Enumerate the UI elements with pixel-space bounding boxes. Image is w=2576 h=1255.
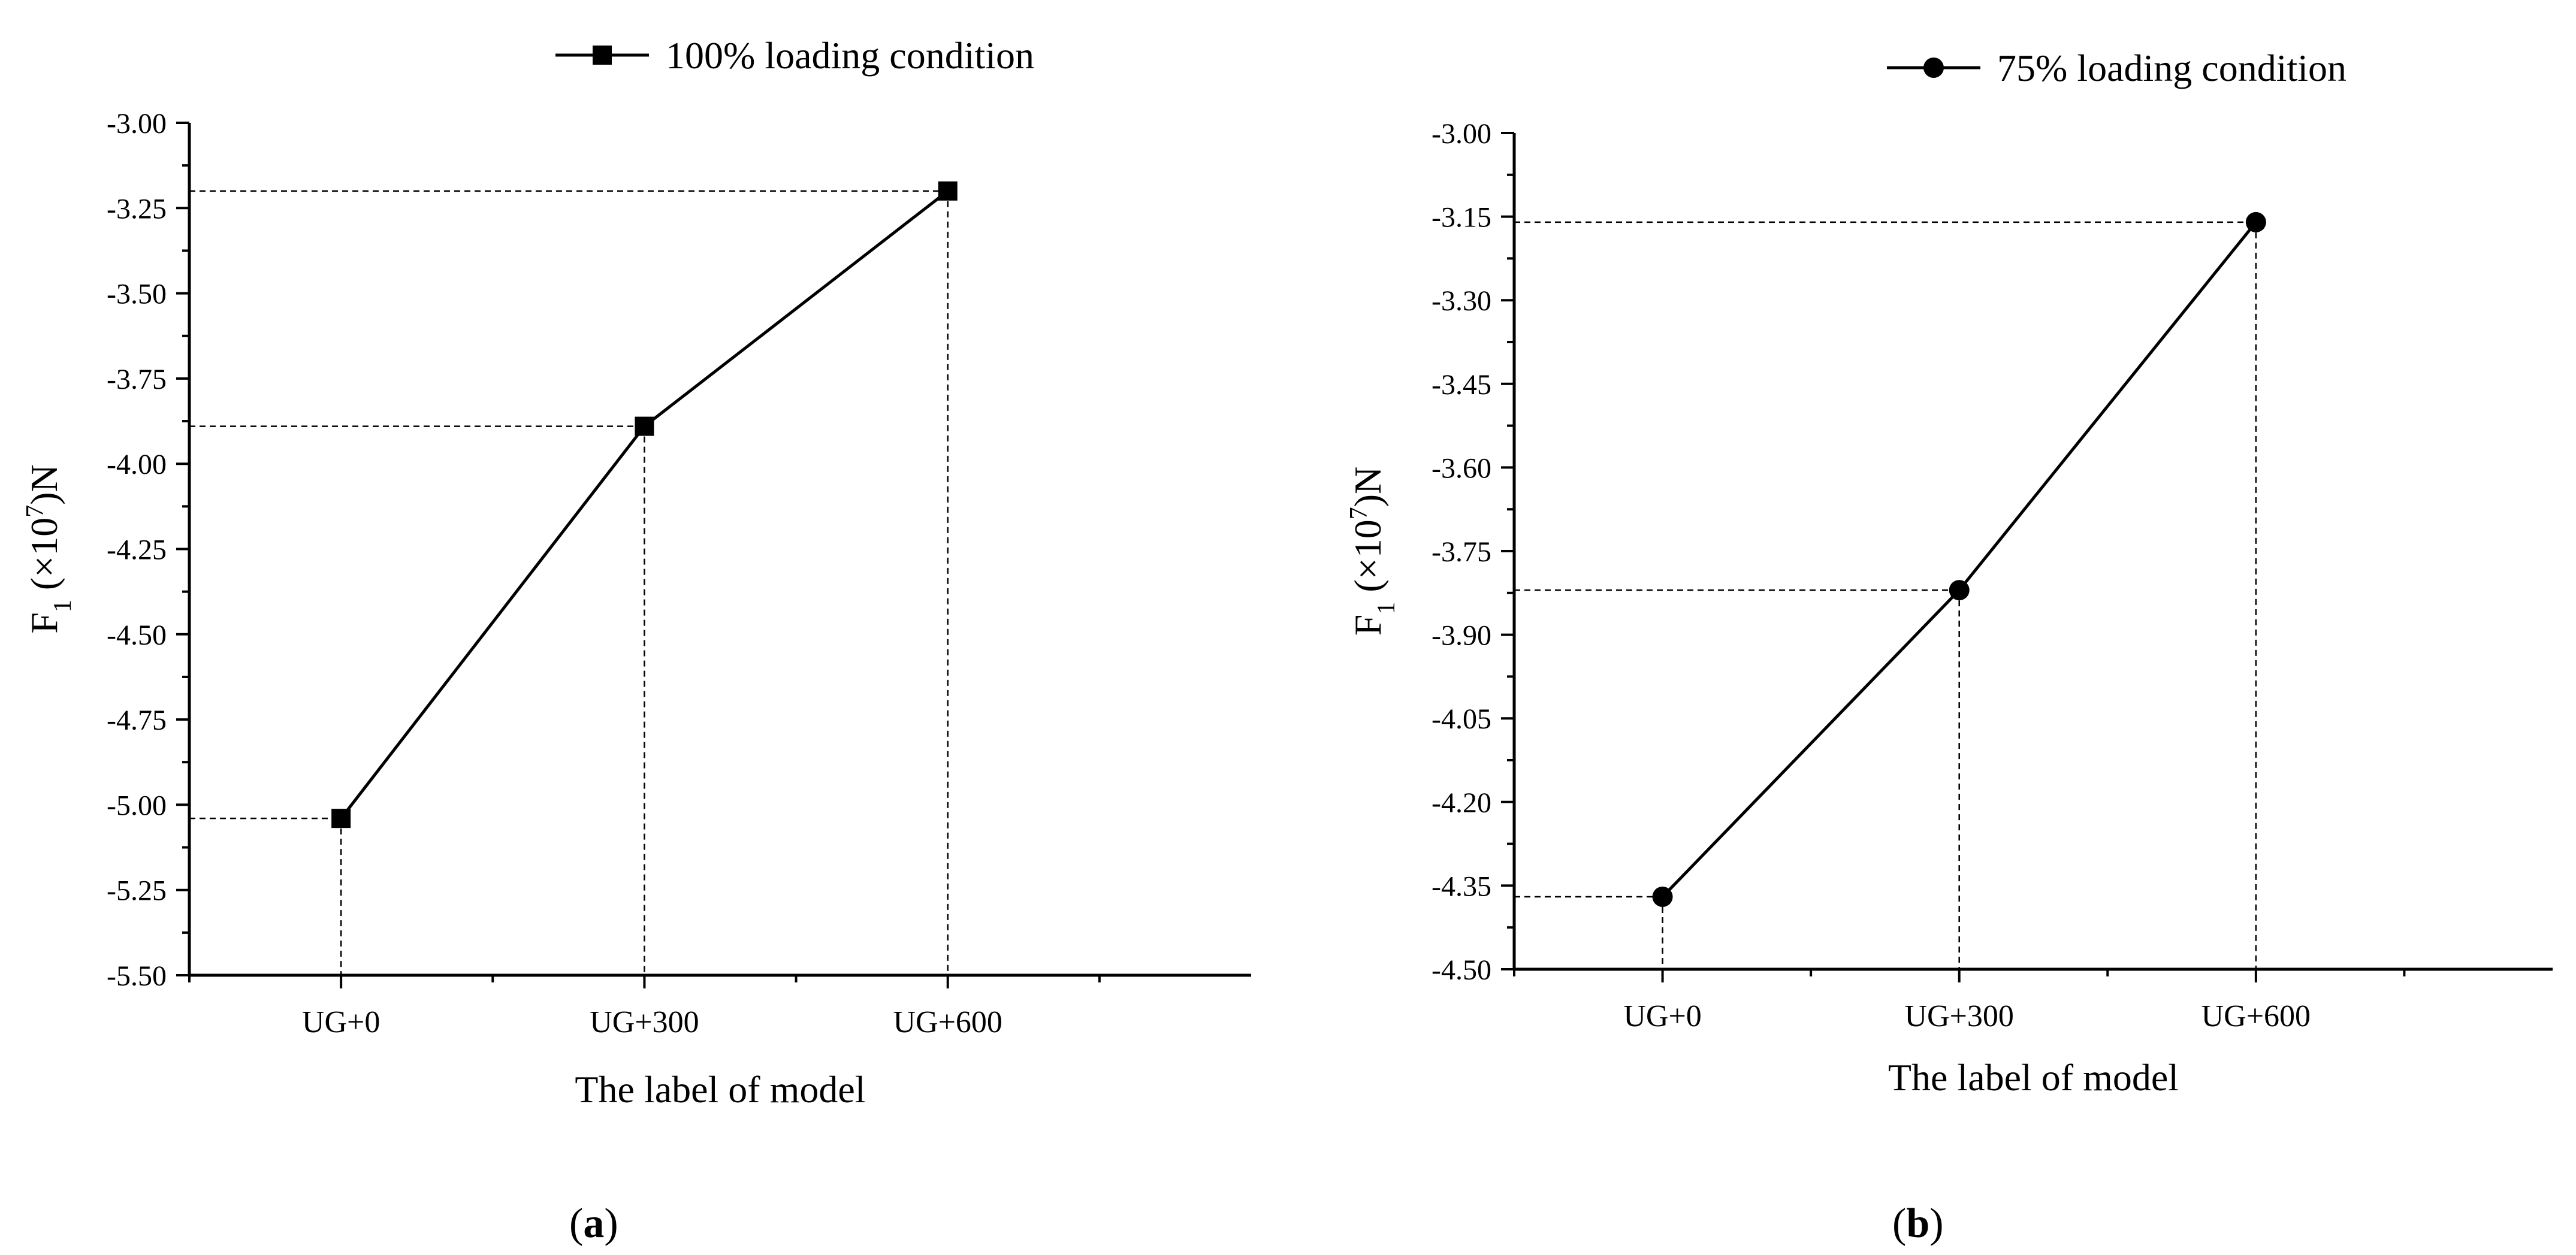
- y-axis-title: F1 (×107)N: [1345, 467, 1400, 636]
- panel-label-letter: b: [1906, 1200, 1929, 1247]
- y-tick-label: -4.20: [1432, 787, 1491, 819]
- x-tick-label: UG+600: [2201, 999, 2311, 1033]
- legend-marker: [1923, 58, 1944, 78]
- x-tick-label: UG+600: [893, 1005, 1002, 1039]
- x-tick-label: UG+300: [1904, 999, 2013, 1033]
- y-axis-title-mid: (×10: [1346, 519, 1389, 601]
- y-axis-title-mid: (×10: [23, 518, 65, 600]
- x-axis-title: The label of model: [575, 1068, 865, 1111]
- y-tick-label: -4.00: [107, 449, 167, 480]
- panel-label-close: ): [1929, 1200, 1943, 1247]
- legend-label: 100% loading condition: [666, 34, 1034, 77]
- y-tick-label: -5.00: [107, 790, 167, 821]
- y-axis-title-main: F: [23, 612, 65, 634]
- panel-label-letter: a: [583, 1200, 604, 1247]
- chart-panel-a: -3.00 -3.25 -3.50 -3.75 -4.00 -4.25 -4.50 -4.75…: [22, 34, 1251, 1247]
- chart-panel-b: -3.00 -3.15 -3.30 -3.45 -3.60 -3.75 -3.90 -4.05…: [1345, 47, 2553, 1247]
- panel-label-open: (: [1892, 1200, 1906, 1247]
- y-tick-label: -4.50: [107, 619, 167, 651]
- y-tick-label: -3.00: [1432, 118, 1491, 150]
- data-point: [1949, 580, 1970, 601]
- y-tick-label: -5.50: [107, 960, 167, 992]
- y-tick-label: -3.30: [1432, 285, 1491, 317]
- panel-label-open: (: [569, 1200, 583, 1247]
- y-axis-title-sup: 7: [22, 505, 49, 518]
- x-axis-title: The label of model: [1888, 1056, 2179, 1099]
- y-axis-title: F1 (×107)N: [22, 464, 77, 634]
- y-axis-title-sub: 1: [1373, 602, 1400, 615]
- y-axis-title-sub: 1: [49, 600, 77, 612]
- data-point: [331, 809, 351, 828]
- y-axis-title-end: )N: [1346, 467, 1389, 507]
- legend-label: 75% loading condition: [1997, 47, 2347, 89]
- panel-label: (a): [569, 1200, 618, 1247]
- y-tick-label: -4.50: [1432, 954, 1491, 986]
- y-tick-label: -3.90: [1432, 620, 1491, 652]
- y-tick-label: -4.35: [1432, 870, 1491, 902]
- data-point: [1652, 887, 1673, 908]
- data-point: [2245, 211, 2266, 232]
- y-tick-label: -3.60: [1432, 452, 1491, 484]
- y-tick-label: -3.75: [107, 364, 167, 395]
- y-tick-label: -4.25: [107, 534, 167, 566]
- data-point: [938, 181, 958, 201]
- y-tick-label: -5.25: [107, 875, 167, 907]
- panel-label: (b): [1892, 1200, 1944, 1247]
- y-tick-label: -3.75: [1432, 536, 1491, 568]
- panel-label-close: ): [604, 1200, 618, 1247]
- y-axis-title-main: F: [1346, 615, 1389, 636]
- y-tick-label: -3.25: [107, 193, 167, 225]
- x-tick-label: UG+300: [590, 1005, 699, 1039]
- x-tick-label: UG+0: [302, 1005, 380, 1039]
- y-tick-label: -4.75: [107, 704, 167, 736]
- y-axis-title-end: )N: [23, 464, 65, 505]
- y-tick-label: -3.00: [107, 108, 167, 140]
- y-tick-label: -3.45: [1432, 369, 1491, 401]
- y-tick-label: -3.15: [1432, 202, 1491, 234]
- x-tick-label: UG+0: [1623, 999, 1701, 1033]
- y-axis-title-sup: 7: [1345, 507, 1373, 519]
- data-point: [635, 416, 654, 436]
- legend-marker: [593, 46, 612, 65]
- y-tick-label: -3.50: [107, 279, 167, 310]
- y-tick-label: -4.05: [1432, 703, 1491, 735]
